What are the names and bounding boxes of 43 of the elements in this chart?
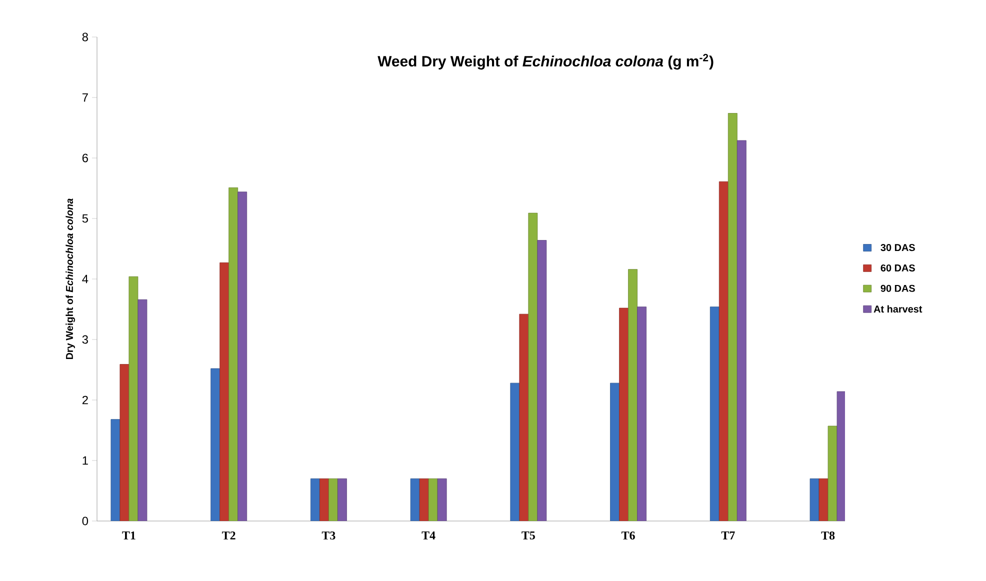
y-tick-label: 1	[82, 456, 88, 465]
bar	[437, 478, 447, 521]
text: Weed Dry Weight of Echinochloa colona (g m$^{-2}$)	[378, 54, 714, 70]
bar	[337, 478, 347, 521]
y-axis-title: Dry Weight of Echinochloa colona	[66, 198, 76, 360]
bar	[836, 391, 846, 521]
bar	[718, 181, 728, 521]
y-tick-label: 0	[82, 516, 88, 526]
x-tick-label: T4	[422, 531, 436, 540]
bar	[537, 240, 547, 521]
bar	[628, 269, 638, 521]
legend-label: 30 DAS	[880, 244, 915, 252]
y-tick-label: 5	[82, 214, 88, 223]
bar	[610, 382, 620, 521]
bar	[619, 308, 628, 521]
bar	[228, 187, 238, 521]
y-tick-label: 3	[82, 335, 88, 344]
bar	[310, 478, 320, 521]
bar	[736, 140, 746, 521]
y-tick-label: 8	[82, 32, 88, 42]
y-tick-label: 6	[82, 154, 88, 162]
bar	[319, 478, 329, 521]
bar	[238, 192, 248, 521]
bar	[138, 299, 148, 521]
x-tick-label: T7	[721, 531, 735, 540]
bar	[328, 478, 338, 521]
bar	[710, 306, 720, 521]
x-tick-label: T5	[522, 531, 535, 540]
bar	[220, 262, 230, 521]
x-tick-label: T2	[222, 531, 236, 540]
legend-label: 90 DAS	[880, 284, 915, 292]
y-tick-label: 2	[82, 396, 88, 404]
bar	[637, 306, 646, 521]
y-tick-label: 7	[82, 93, 88, 102]
bar	[210, 368, 220, 521]
x-tick-label: T6	[622, 531, 635, 540]
y-tick-label: 4	[82, 274, 88, 284]
x-tick-label: T3	[322, 531, 336, 540]
legend-label: 60 DAS	[880, 264, 915, 272]
x-tick-label: T1	[122, 531, 136, 540]
bar	[728, 113, 738, 521]
x-tick-label: T8	[821, 531, 835, 540]
legend-label: At harvest	[874, 305, 922, 313]
